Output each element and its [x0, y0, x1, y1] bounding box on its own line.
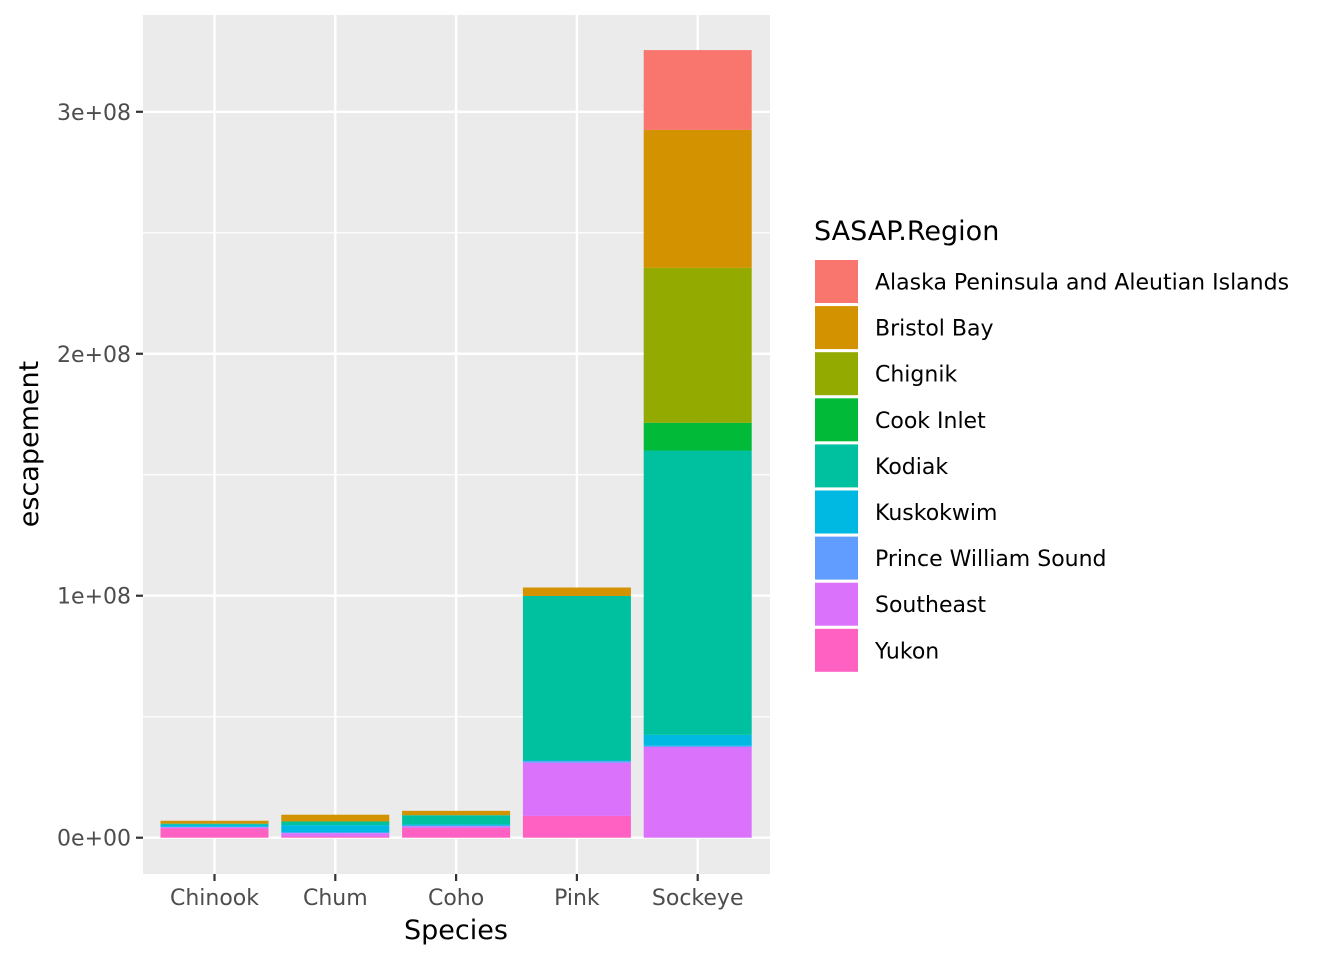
legend-label: Kodiak: [875, 455, 948, 480]
x-tick-label: Pink: [554, 886, 600, 911]
bar-segment-chinook-kodiak: [160, 823, 269, 825]
legend-key: [815, 582, 858, 626]
bar-segment-pink-kodiak: [522, 595, 631, 761]
y-tick-label: 3e+08: [57, 101, 131, 126]
legend-key: [815, 398, 858, 442]
x-tick-label: Chinook: [170, 886, 259, 911]
legend-key: [815, 490, 858, 534]
y-axis-title: escapement: [14, 361, 45, 527]
bar-segment-chinook-southeast: [160, 827, 269, 829]
bar-segment-chum-kuskokwim: [281, 825, 390, 833]
bar-segment-sockeye-cook-inlet: [643, 422, 752, 451]
bar-segment-coho-kodiak: [402, 815, 511, 825]
legend: SASAP.Region Alaska Peninsula and Aleuti…: [814, 216, 1289, 672]
x-tick-label: Sockeye: [652, 886, 744, 911]
bar-segment-chum-kodiak: [281, 821, 390, 826]
bar-segment-coho-bristol-bay: [402, 810, 511, 816]
bar-segment-pink-southeast: [522, 762, 631, 816]
legend-key: [815, 352, 858, 396]
legend-label: Alaska Peninsula and Aleutian Islands: [875, 271, 1289, 296]
legend-label: Prince William Sound: [875, 547, 1107, 572]
legend-label: Cook Inlet: [875, 409, 986, 434]
bar-segment-sockeye-southeast: [643, 746, 752, 838]
bar-segment-coho-prince-william-sound: [402, 825, 511, 827]
bar-segment-chinook-kuskokwim: [160, 824, 269, 827]
legend-items: Alaska Peninsula and Aleutian Islands Bri…: [815, 260, 1289, 672]
bar-segment-sockeye-chignik: [643, 267, 752, 423]
legend-label: Southeast: [875, 593, 986, 618]
legend-label: Bristol Bay: [875, 317, 994, 342]
bar-segment-sockeye-kuskokwim: [643, 734, 752, 746]
bar-segment-coho-southeast: [402, 826, 511, 829]
bar-segment-sockeye-prince-william-sound: [643, 745, 752, 747]
x-axis-title: Species: [404, 915, 508, 946]
bar-segment-chinook-yukon: [160, 828, 269, 838]
x-axis: Chinook Chum Coho Pink Sockeye: [170, 874, 744, 911]
legend-label: Yukon: [874, 639, 939, 664]
y-axis: 0e+00 1e+08 2e+08 3e+08: [57, 101, 143, 852]
bar-segment-coho-kuskokwim: [402, 824, 511, 826]
legend-key: [815, 536, 858, 580]
legend-title: SASAP.Region: [814, 216, 999, 247]
x-tick-label: Chum: [303, 886, 368, 911]
bar-segment-sockeye-kodiak: [643, 450, 752, 735]
bars: [160, 50, 752, 838]
y-tick-label: 0e+00: [57, 827, 131, 852]
legend-key: [815, 444, 858, 488]
bar-segment-chum-yukon: [281, 836, 390, 838]
legend-key: [815, 306, 858, 350]
bar-segment-coho-yukon: [402, 828, 511, 838]
bar-segment-pink-kuskokwim: [522, 760, 631, 762]
bar-segment-sockeye-alaska-peninsula-and-aleutian-islands: [643, 50, 752, 130]
bar-segment-sockeye-bristol-bay: [643, 129, 752, 268]
legend-key: [815, 260, 858, 303]
legend-label: Kuskokwim: [875, 501, 997, 526]
bar-segment-pink-bristol-bay: [522, 587, 631, 596]
legend-key: [815, 628, 858, 672]
bar-segment-chum-southeast: [281, 833, 390, 837]
bar-segment-chum-prince-william-sound: [281, 832, 390, 834]
bar-segment-pink-yukon: [522, 815, 631, 838]
y-tick-label: 2e+08: [57, 343, 131, 368]
bar-segment-chinook-bristol-bay: [160, 820, 269, 824]
bar-segment-pink-prince-william-sound: [522, 761, 631, 763]
legend-label: Chignik: [875, 363, 957, 388]
y-tick-label: 1e+08: [57, 585, 131, 610]
bar-segment-chum-bristol-bay: [281, 814, 390, 822]
x-tick-label: Coho: [428, 886, 484, 911]
